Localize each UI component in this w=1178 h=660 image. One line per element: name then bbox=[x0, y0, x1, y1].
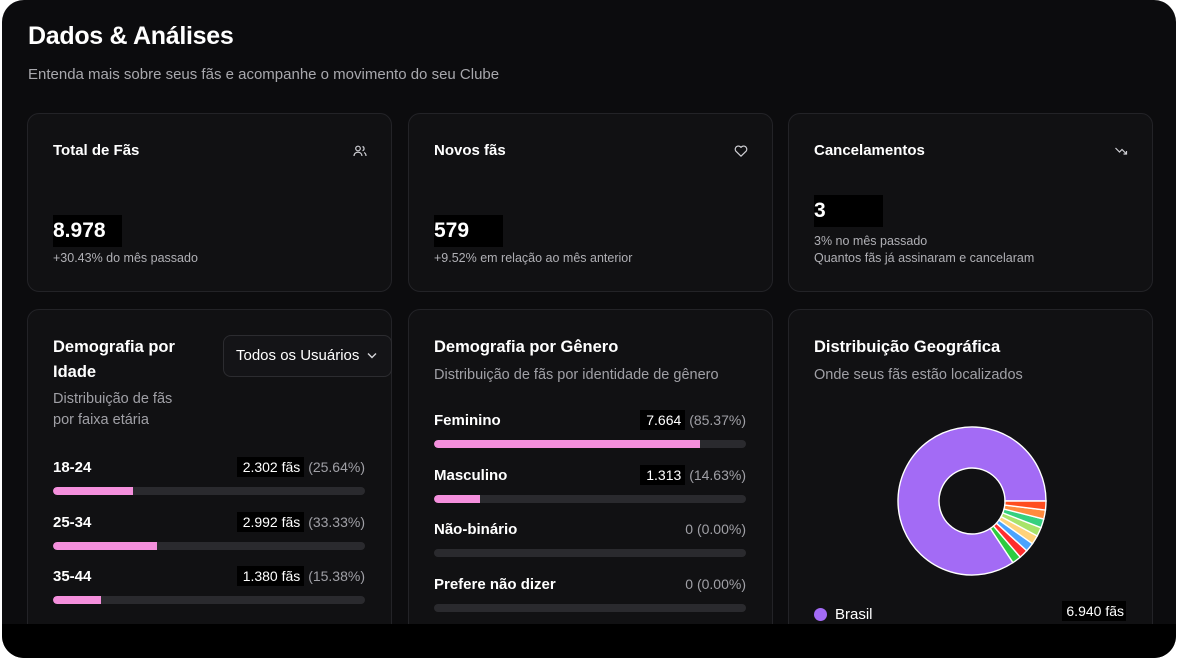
age-row-bar-fill bbox=[53, 596, 101, 604]
age-row-bar bbox=[53, 487, 365, 495]
age-filter-value: Todos os Usuários bbox=[236, 347, 360, 364]
age-subtitle-line1: Distribuição de fãs bbox=[53, 391, 173, 407]
new-fans-title: Novos fãs bbox=[434, 142, 506, 159]
age-row-value: 2.992 fãs (33.33%) bbox=[236, 512, 365, 532]
age-row-bar bbox=[53, 542, 365, 550]
gender-row-label: Prefere não dizer bbox=[434, 576, 556, 593]
age-row-label: 35-44 bbox=[53, 568, 92, 585]
legend-label-brasil: Brasil bbox=[835, 606, 873, 623]
page-title: Dados & Análises bbox=[28, 22, 234, 50]
new-fans-value: 579 bbox=[434, 215, 503, 247]
new-fans-card: Novos fãs 579 +9.52% em relação ao mês a… bbox=[408, 113, 773, 292]
gender-subtitle: Distribuição de fãs por identidade de gê… bbox=[434, 367, 719, 383]
total-fans-value: 8.978 bbox=[53, 215, 122, 247]
legend-count-brasil: 6.940 fãs bbox=[1062, 601, 1126, 621]
donut-slice-país-9 bbox=[1003, 500, 1047, 511]
geo-subtitle: Onde seus fãs estão localizados bbox=[814, 367, 1023, 383]
chevron-down-icon bbox=[367, 353, 377, 359]
total-fans-card: Total de Fãs 8.978 +30.43% do mês passad… bbox=[27, 113, 392, 292]
gender-row-label: Não-binário bbox=[434, 521, 518, 538]
gender-row-bar bbox=[434, 549, 746, 557]
cancellations-title: Cancelamentos bbox=[814, 142, 925, 159]
geo-donut-chart bbox=[897, 426, 1047, 576]
age-row-value: 2.302 fãs (25.64%) bbox=[236, 457, 365, 477]
gender-row-bar bbox=[434, 604, 746, 612]
age-row-label: 18-24 bbox=[53, 459, 92, 476]
geo-distribution-card: Distribuição Geográfica Onde seus fãs es… bbox=[788, 309, 1153, 649]
heart-icon bbox=[734, 145, 748, 157]
cancellations-description: Quantos fãs já assinaram e cancelaram bbox=[814, 251, 1035, 265]
users-icon bbox=[353, 145, 367, 157]
age-row-bar-fill bbox=[53, 542, 157, 550]
total-fans-title: Total de Fãs bbox=[53, 142, 140, 159]
gender-row-value: 0 (0.00%) bbox=[685, 521, 746, 537]
legend-dot-brasil bbox=[814, 608, 827, 621]
gender-row-label: Masculino bbox=[434, 467, 508, 484]
gender-row-bar bbox=[434, 440, 746, 448]
gender-title: Demografia por Gênero bbox=[434, 338, 619, 356]
gender-row-value: 7.664 (85.37%) bbox=[640, 410, 746, 430]
age-filter-select[interactable]: Todos os Usuários bbox=[223, 335, 392, 377]
geo-title: Distribuição Geográfica bbox=[814, 338, 1001, 356]
age-title-line2: Idade bbox=[53, 363, 97, 381]
gender-row-bar bbox=[434, 495, 746, 503]
age-row-value: 1.380 fãs (15.38%) bbox=[236, 566, 365, 586]
gender-row-label: Feminino bbox=[434, 412, 501, 429]
new-fans-change: +9.52% em relação ao mês anterior bbox=[434, 251, 633, 265]
trending-down-icon bbox=[1115, 147, 1128, 155]
gender-row-bar-fill bbox=[434, 440, 701, 448]
donut-slice-brasil bbox=[897, 426, 1047, 576]
gender-demographics-card: Demografia por Gênero Distribuição de fã… bbox=[408, 309, 773, 649]
age-demographics-card: Demografia por Idade Distribuição de fãs… bbox=[27, 309, 392, 649]
age-subtitle-line2: por faixa etária bbox=[53, 412, 149, 428]
age-row-bar-fill bbox=[53, 487, 133, 495]
cancellations-value: 3 bbox=[814, 195, 883, 227]
page-subtitle: Entenda mais sobre seus fãs e acompanhe … bbox=[28, 66, 500, 83]
gender-row-bar-fill bbox=[434, 495, 480, 503]
gender-row-value: 0 (0.00%) bbox=[685, 576, 746, 592]
age-title-line1: Demografia por bbox=[53, 338, 175, 356]
cancellations-change: 3% no mês passado bbox=[814, 234, 928, 248]
total-fans-change: +30.43% do mês passado bbox=[53, 251, 198, 265]
age-row-bar bbox=[53, 596, 365, 604]
cancellations-card: Cancelamentos 3 3% no mês passado Quanto… bbox=[788, 113, 1153, 292]
bottom-overlay bbox=[2, 624, 1176, 658]
age-row-label: 25-34 bbox=[53, 514, 92, 531]
gender-row-value: 1.313 (14.63%) bbox=[640, 465, 746, 485]
